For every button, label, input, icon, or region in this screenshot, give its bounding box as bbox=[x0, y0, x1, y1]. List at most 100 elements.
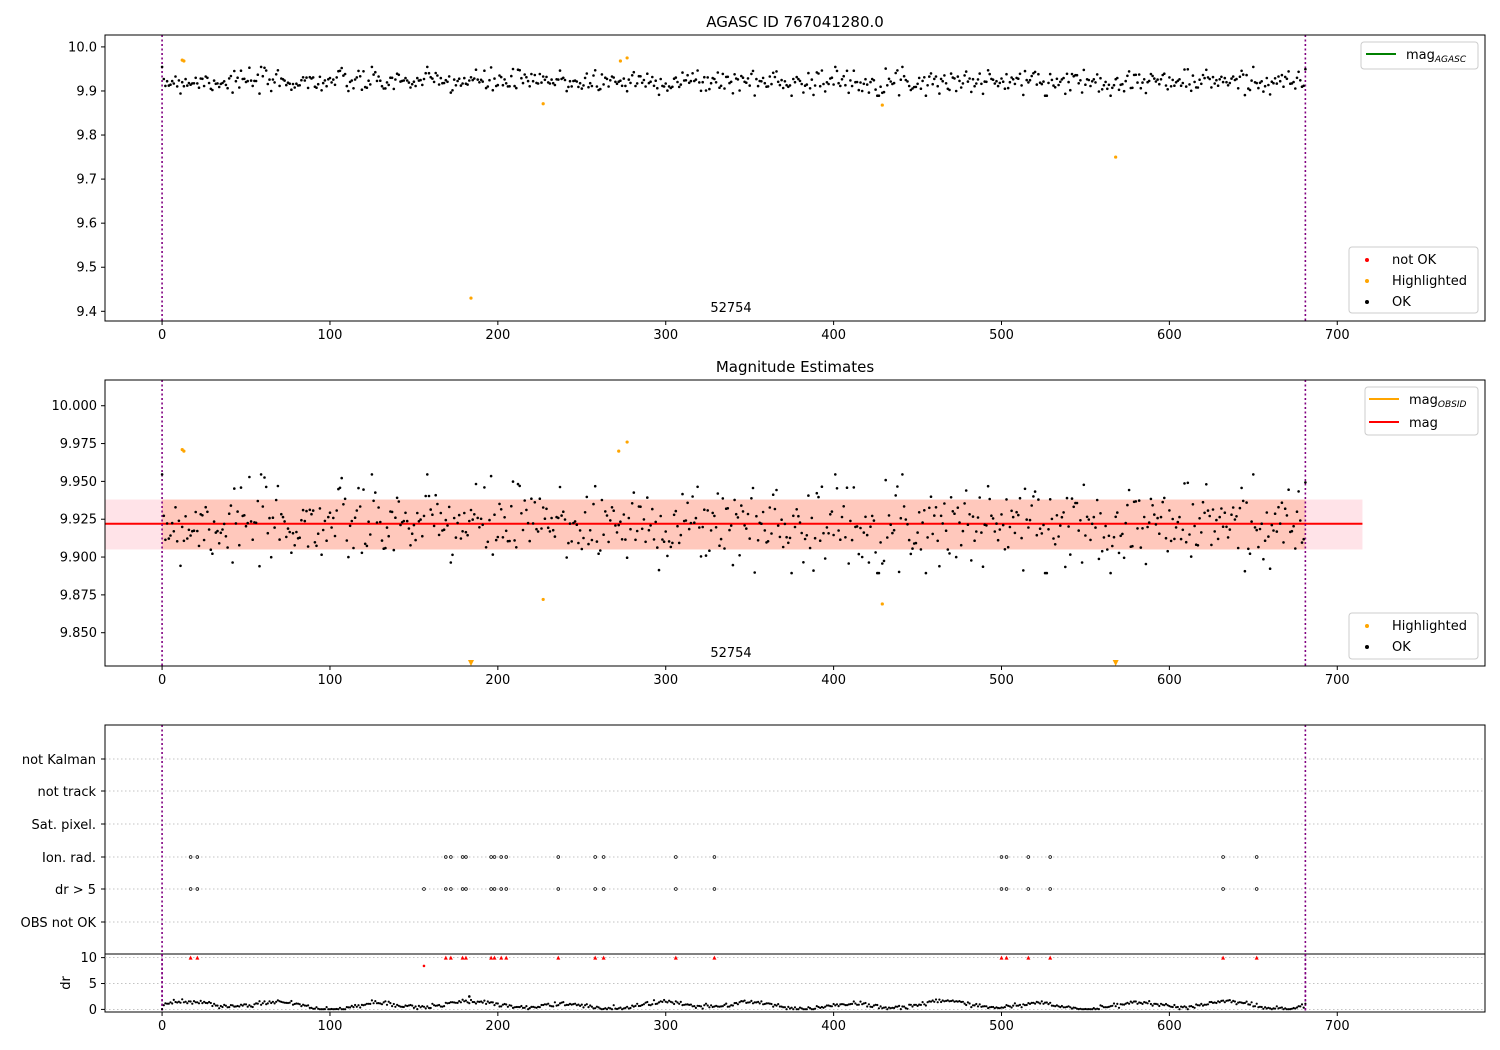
ok-point bbox=[714, 81, 718, 84]
ok-point bbox=[849, 79, 852, 82]
ok-point bbox=[1037, 498, 1040, 501]
dr-point bbox=[406, 1004, 409, 1008]
ok-point bbox=[207, 81, 211, 85]
ok-point bbox=[333, 83, 337, 87]
ok-point bbox=[1059, 80, 1062, 84]
dr5-flag-point bbox=[504, 887, 508, 891]
dr-point bbox=[800, 1007, 803, 1010]
dr-point bbox=[1086, 1008, 1089, 1011]
dr-point bbox=[1124, 1002, 1127, 1005]
dr-point bbox=[1304, 1002, 1307, 1005]
ok-point bbox=[345, 84, 349, 88]
ok-point bbox=[1196, 544, 1200, 547]
dr-point bbox=[777, 1003, 780, 1006]
ok-point bbox=[469, 508, 473, 512]
ok-point bbox=[1223, 76, 1227, 80]
ok-point bbox=[792, 514, 795, 518]
ok-point bbox=[624, 84, 627, 88]
dr-point bbox=[288, 1001, 291, 1004]
ok-point bbox=[666, 554, 669, 558]
ok-point bbox=[1156, 78, 1159, 81]
ok-point bbox=[639, 75, 642, 78]
ok-point bbox=[468, 79, 471, 82]
dr-point bbox=[663, 998, 666, 1002]
ok-point bbox=[318, 507, 322, 510]
ok-point bbox=[1048, 498, 1052, 501]
ok-point bbox=[1075, 73, 1079, 77]
ok-point bbox=[620, 538, 624, 541]
ok-point bbox=[748, 84, 751, 87]
ok-point bbox=[1139, 546, 1143, 549]
ok-point bbox=[489, 474, 493, 478]
ok-point bbox=[787, 541, 790, 545]
ok-point bbox=[1079, 519, 1082, 522]
ok-point bbox=[617, 523, 620, 527]
dr-point bbox=[427, 1006, 431, 1010]
dr-point bbox=[973, 1004, 976, 1007]
dr-point bbox=[681, 1004, 684, 1007]
dr-point bbox=[1260, 1005, 1263, 1009]
ok-point bbox=[726, 507, 730, 510]
dr-point bbox=[530, 1005, 533, 1009]
ok-point bbox=[924, 571, 928, 575]
ok-point bbox=[716, 492, 720, 495]
ok-point bbox=[949, 496, 953, 499]
ok-point bbox=[511, 67, 515, 71]
ok-point bbox=[1208, 514, 1211, 518]
dr-point bbox=[807, 1006, 810, 1009]
ok-point bbox=[1053, 86, 1057, 89]
dr-point bbox=[1003, 1006, 1007, 1009]
ok-point bbox=[696, 69, 699, 72]
ok-point bbox=[587, 85, 590, 89]
ok-point bbox=[781, 86, 785, 90]
ok-point bbox=[305, 76, 308, 79]
ok-point bbox=[1243, 93, 1247, 97]
dr-point bbox=[211, 1004, 214, 1008]
dr-point bbox=[209, 1001, 212, 1005]
ok-point bbox=[708, 87, 711, 91]
dr-point bbox=[767, 1002, 770, 1005]
ok-point bbox=[1142, 515, 1146, 519]
x-tick-label: 700 bbox=[1325, 1019, 1350, 1034]
ok-point bbox=[1228, 528, 1232, 531]
ok-point bbox=[1201, 73, 1205, 77]
dr-point bbox=[318, 1008, 321, 1011]
ok-point bbox=[961, 529, 965, 533]
x-tick-label: 0 bbox=[158, 328, 166, 343]
ok-point bbox=[499, 508, 503, 511]
dr5-flag-point bbox=[1221, 887, 1225, 891]
dr-point bbox=[1282, 1008, 1285, 1011]
ok-point bbox=[311, 76, 315, 79]
dr-point bbox=[1054, 1005, 1057, 1008]
dr-point bbox=[881, 1007, 884, 1010]
legend-points: not OK Highlighted OK bbox=[1348, 246, 1479, 314]
ok-point bbox=[338, 486, 342, 490]
ok-point bbox=[164, 538, 167, 542]
dr-point bbox=[236, 1004, 239, 1008]
dr-point bbox=[639, 1004, 642, 1008]
dr-point bbox=[295, 1002, 298, 1005]
ok-point bbox=[471, 518, 475, 521]
ok-point bbox=[293, 544, 297, 547]
ok-point bbox=[1240, 486, 1243, 490]
dr-point bbox=[1060, 1004, 1063, 1008]
dr-point bbox=[845, 1004, 849, 1007]
ok-point bbox=[518, 68, 521, 72]
dr-point bbox=[332, 1008, 335, 1011]
ok-point bbox=[513, 539, 516, 542]
ok-point bbox=[1168, 76, 1171, 79]
dr-clipped-marker bbox=[712, 955, 717, 960]
ok-point bbox=[808, 546, 812, 550]
dr-point bbox=[384, 1000, 387, 1003]
ok-point bbox=[352, 546, 355, 550]
x-tick-label: 100 bbox=[318, 328, 343, 343]
ok-point bbox=[1213, 82, 1216, 85]
ok-point bbox=[988, 72, 991, 76]
ok-point bbox=[1186, 68, 1190, 71]
dr-point bbox=[1017, 1004, 1020, 1007]
ok-point bbox=[1215, 78, 1218, 82]
dr-point bbox=[1104, 1006, 1107, 1009]
dr5-flag-point bbox=[1004, 887, 1009, 891]
ok-point bbox=[1272, 529, 1275, 532]
ok-point bbox=[422, 514, 426, 518]
